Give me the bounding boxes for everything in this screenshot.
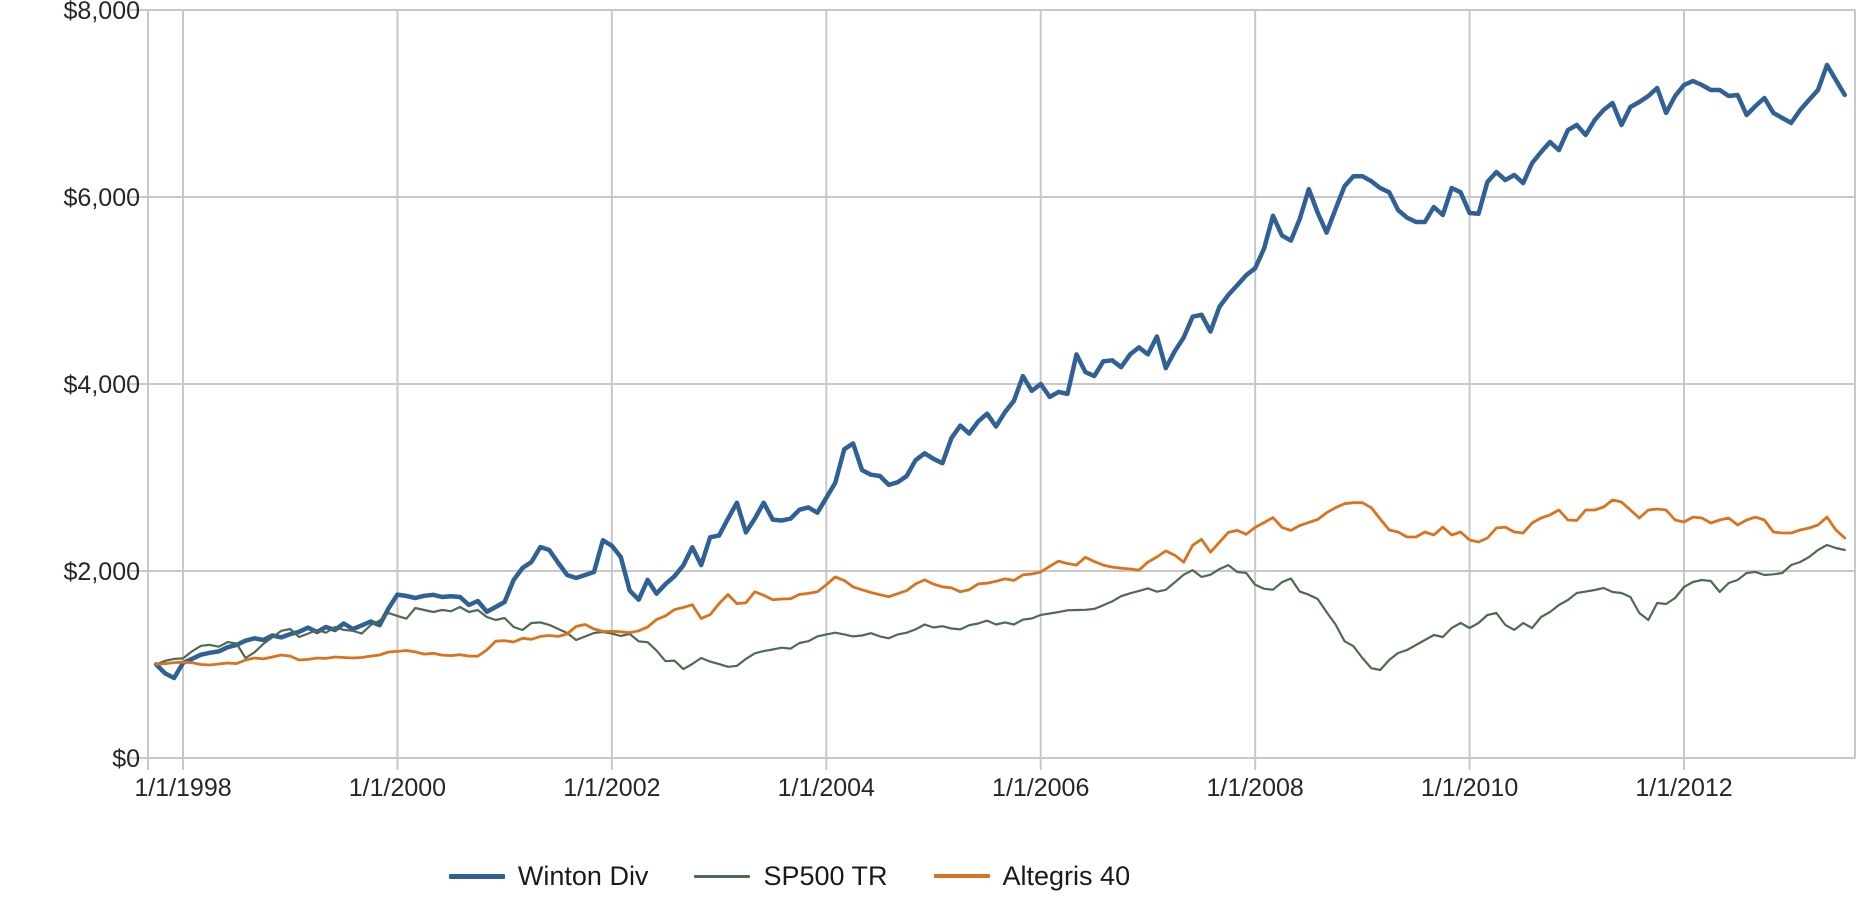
legend-item-winton-div: Winton Div bbox=[448, 860, 649, 891]
x-axis-tick-label: 1/1/2006 bbox=[992, 774, 1089, 802]
y-axis-tick-label: $8,000 bbox=[64, 0, 140, 25]
winton-line-swatch-icon bbox=[448, 873, 505, 879]
legend-item-altegris-40: Altegris 40 bbox=[933, 860, 1131, 891]
x-axis-tick-label: 1/1/2008 bbox=[1206, 774, 1303, 802]
series-line-altegris bbox=[154, 498, 1847, 667]
y-axis-tick-label: $0 bbox=[112, 745, 140, 773]
x-axis-tick-label: 1/1/2000 bbox=[349, 774, 446, 802]
legend-label: SP500 TR bbox=[763, 860, 888, 891]
sp500-line-swatch-icon bbox=[694, 874, 751, 878]
legend-label: Winton Div bbox=[517, 860, 649, 891]
y-axis-tick-label: $6,000 bbox=[64, 184, 140, 212]
legend-label: Altegris 40 bbox=[1002, 860, 1131, 891]
chart-legend: Winton Div SP500 TR Altegris 40 bbox=[0, 846, 1869, 906]
altegris-line-swatch-icon bbox=[933, 874, 990, 878]
x-axis-tick-label: 1/1/1998 bbox=[134, 774, 231, 802]
legend-item-sp500-tr: SP500 TR bbox=[694, 860, 888, 891]
series-line-winton bbox=[153, 62, 1848, 681]
y-axis-tick-label: $2,000 bbox=[64, 558, 140, 586]
x-axis-tick-label: 1/1/2010 bbox=[1421, 774, 1518, 802]
x-axis-tick-label: 1/1/2012 bbox=[1635, 774, 1732, 802]
x-axis-tick-label: 1/1/2004 bbox=[778, 774, 875, 802]
x-axis-tick-label: 1/1/2002 bbox=[563, 774, 660, 802]
series-line-sp500 bbox=[155, 543, 1846, 672]
y-axis-tick-label: $4,000 bbox=[64, 371, 140, 399]
